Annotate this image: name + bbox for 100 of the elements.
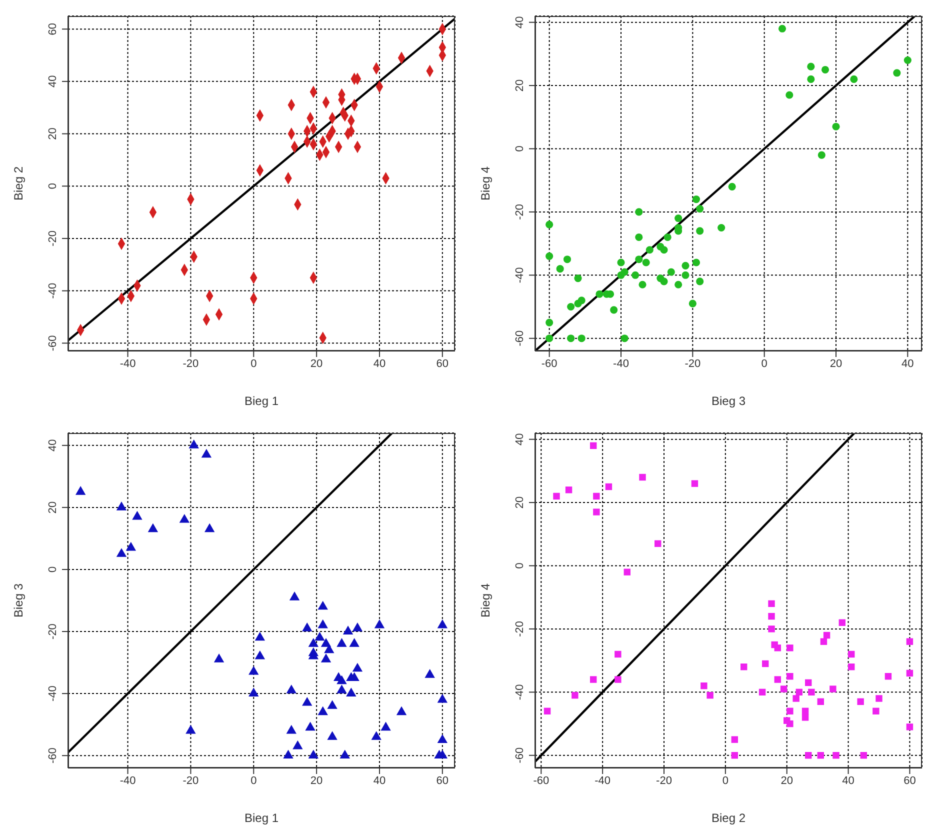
- point: [774, 644, 781, 652]
- point: [546, 334, 554, 342]
- point: [424, 669, 435, 678]
- point: [632, 271, 640, 279]
- y-tick-label: 40: [514, 433, 526, 446]
- point: [893, 69, 901, 77]
- point: [590, 442, 597, 449]
- point: [289, 592, 300, 600]
- point: [574, 300, 582, 308]
- x-axis-title: Bieg 1: [244, 394, 279, 408]
- point: [553, 492, 560, 500]
- point: [805, 679, 812, 686]
- x-tick-label: 60: [904, 774, 916, 787]
- point: [786, 708, 794, 714]
- point: [762, 660, 769, 668]
- y-tick-label: -40: [47, 686, 59, 702]
- point: [807, 62, 815, 70]
- point: [838, 619, 846, 626]
- y-tick-label: 0: [514, 146, 526, 152]
- point: [848, 650, 855, 658]
- x-tick-label: -40: [120, 774, 136, 787]
- point: [731, 736, 738, 743]
- point: [546, 318, 554, 326]
- point: [802, 714, 809, 721]
- point: [318, 706, 328, 716]
- point: [624, 568, 630, 576]
- x-tick-label: 60: [436, 358, 449, 370]
- point: [774, 676, 781, 683]
- point: [371, 731, 382, 740]
- point: [740, 664, 748, 670]
- point: [593, 508, 600, 516]
- point: [768, 600, 775, 608]
- y-tick-label: 0: [47, 566, 59, 573]
- point: [688, 300, 696, 308]
- point: [248, 666, 259, 675]
- point: [780, 686, 788, 692]
- y-axis-title: Bieg 4: [478, 166, 492, 201]
- point: [318, 619, 328, 628]
- point: [314, 632, 325, 641]
- point: [792, 695, 800, 702]
- point: [116, 502, 127, 510]
- y-tick-label: -40: [47, 282, 59, 299]
- point: [437, 734, 448, 744]
- point: [346, 688, 356, 696]
- point: [646, 246, 654, 254]
- point: [807, 75, 815, 83]
- point: [638, 280, 646, 288]
- x-tick-label: -60: [533, 774, 550, 787]
- x-tick-label: -40: [594, 774, 611, 787]
- point: [380, 722, 391, 731]
- x-tick-label: -60: [541, 358, 558, 370]
- y-axis-title: Bieg 2: [11, 166, 26, 201]
- point: [565, 486, 572, 494]
- point: [201, 448, 212, 458]
- point: [352, 622, 363, 632]
- point: [204, 523, 215, 532]
- point: [214, 654, 224, 662]
- y-tick-label: 0: [514, 562, 526, 569]
- point: [567, 334, 575, 342]
- point: [596, 290, 604, 298]
- point: [820, 638, 828, 645]
- y-tick-label: -20: [47, 624, 59, 640]
- point: [823, 632, 830, 639]
- point: [308, 638, 319, 647]
- point: [906, 724, 914, 730]
- point: [731, 752, 738, 759]
- point: [374, 619, 385, 628]
- point: [850, 75, 858, 83]
- point: [635, 233, 643, 242]
- point: [778, 24, 786, 32]
- point: [546, 252, 554, 260]
- y-tick-label: 40: [47, 439, 59, 452]
- x-tick-label: -40: [613, 358, 629, 370]
- point: [302, 622, 312, 632]
- point: [336, 675, 347, 684]
- y-tick-label: -60: [47, 748, 59, 764]
- point: [574, 274, 582, 282]
- point: [796, 688, 802, 696]
- point: [654, 540, 662, 547]
- x-tick-label: 60: [436, 774, 449, 787]
- point: [768, 612, 775, 620]
- point: [818, 151, 826, 159]
- point: [179, 514, 190, 523]
- point: [308, 750, 319, 759]
- point: [572, 692, 578, 699]
- point: [758, 688, 766, 696]
- y-tick-label: 0: [47, 183, 59, 190]
- point: [692, 196, 700, 204]
- point: [614, 676, 622, 683]
- x-tick-label: -20: [182, 774, 199, 787]
- x-tick-label: 40: [842, 774, 854, 787]
- point: [906, 670, 914, 677]
- point: [860, 752, 867, 759]
- point: [544, 708, 551, 714]
- y-tick-label: 20: [47, 128, 59, 140]
- point: [728, 182, 736, 190]
- point: [302, 696, 312, 706]
- x-axis-title: Bieg 3: [711, 394, 746, 408]
- point: [904, 56, 912, 64]
- x-tick-label: -20: [684, 358, 701, 370]
